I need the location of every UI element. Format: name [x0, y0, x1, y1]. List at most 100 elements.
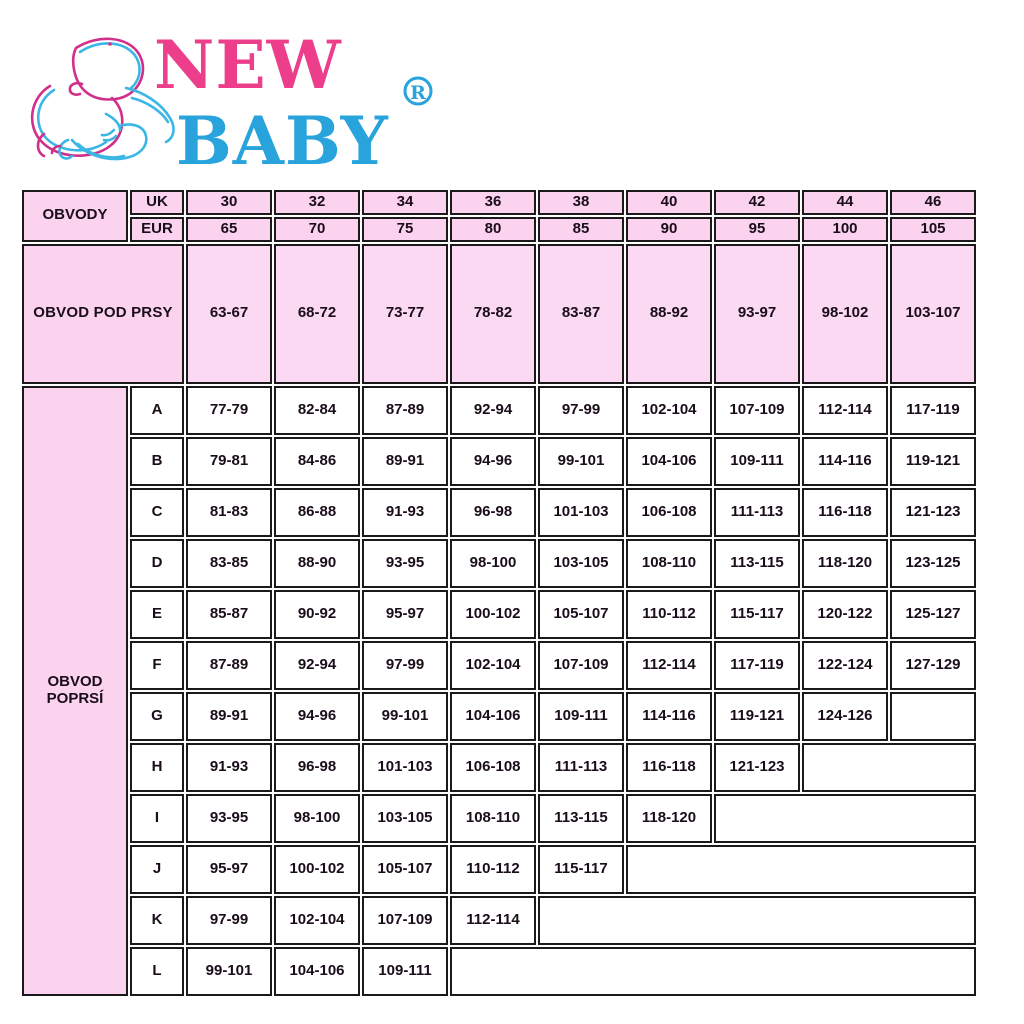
bust-value: 85-87 [186, 589, 272, 639]
bust-value: 96-98 [450, 487, 536, 537]
logo-word-new: NEW [154, 26, 342, 104]
eur-size-65: 65 [186, 216, 272, 242]
underbust-value: 73-77 [362, 243, 448, 384]
bust-value: 127-129 [890, 640, 976, 690]
cup-letter-J: J [130, 844, 184, 894]
bust-value: 113-115 [538, 793, 624, 843]
bust-value: 111-113 [714, 487, 800, 537]
bust-value: 121-123 [890, 487, 976, 537]
bust-value: 90-92 [274, 589, 360, 639]
cup-letter-H: H [130, 742, 184, 792]
cup-row-K: K 97-99 102-104 107-109 112-114 [22, 895, 976, 945]
underbust-value: 63-67 [186, 243, 272, 384]
cup-row-L: L 99-101 104-106 109-111 [22, 946, 976, 996]
label-obvody: OBVODY [22, 190, 128, 242]
cup-row-I: I 93-95 98-100 103-105 108-110 113-115 118-120 [22, 793, 976, 843]
bust-value: 120-122 [802, 589, 888, 639]
eur-size-100: 100 [802, 216, 888, 242]
bust-value: 104-106 [450, 691, 536, 741]
bust-value: 93-95 [362, 538, 448, 588]
underbust-value: 98-102 [802, 243, 888, 384]
bust-value: 112-114 [450, 895, 536, 945]
bust-value: 109-111 [714, 436, 800, 486]
bust-value: 112-114 [802, 385, 888, 435]
eur-size-105: 105 [890, 216, 976, 242]
cup-letter-E: E [130, 589, 184, 639]
bust-value: 106-108 [626, 487, 712, 537]
bust-value: 92-94 [450, 385, 536, 435]
bust-value: 110-112 [626, 589, 712, 639]
cup-letter-B: B [130, 436, 184, 486]
size-chart: OBVODY UK 30 32 34 36 38 40 42 44 46 EUR 65 70 75 80 85 9… [20, 188, 976, 998]
bust-value: 99-101 [186, 946, 272, 996]
eur-size-70: 70 [274, 216, 360, 242]
bust-value: 104-106 [626, 436, 712, 486]
bust-value: 101-103 [538, 487, 624, 537]
bust-value: 84-86 [274, 436, 360, 486]
label-eur: EUR [130, 216, 184, 242]
underbust-value: 93-97 [714, 243, 800, 384]
cup-row-D: D 83-85 88-90 93-95 98-100 103-105 108-110 113-… [22, 538, 976, 588]
bust-value: 121-123 [714, 742, 800, 792]
bust-value: 108-110 [626, 538, 712, 588]
cup-letter-I: I [130, 793, 184, 843]
bust-value: 97-99 [362, 640, 448, 690]
cup-letter-F: F [130, 640, 184, 690]
uk-size-36: 36 [450, 190, 536, 215]
cup-row-G: G 89-91 94-96 99-101 104-106 109-111 114-116 11… [22, 691, 976, 741]
empty-cell [626, 844, 976, 894]
uk-size-38: 38 [538, 190, 624, 215]
cup-row-E: E 85-87 90-92 95-97 100-102 105-107 110-112 115… [22, 589, 976, 639]
bust-value: 102-104 [450, 640, 536, 690]
bust-value: 113-115 [714, 538, 800, 588]
bust-value: 93-95 [186, 793, 272, 843]
bust-value: 122-124 [802, 640, 888, 690]
bust-value: 116-118 [802, 487, 888, 537]
uk-size-42: 42 [714, 190, 800, 215]
bust-value: 81-83 [186, 487, 272, 537]
bust-value: 79-81 [186, 436, 272, 486]
empty-cell [450, 946, 976, 996]
uk-size-34: 34 [362, 190, 448, 215]
bust-value: 108-110 [450, 793, 536, 843]
eur-size-90: 90 [626, 216, 712, 242]
bust-value: 98-100 [274, 793, 360, 843]
bust-value: 118-120 [802, 538, 888, 588]
uk-size-44: 44 [802, 190, 888, 215]
bust-value: 117-119 [890, 385, 976, 435]
bust-value: 86-88 [274, 487, 360, 537]
bust-value: 94-96 [274, 691, 360, 741]
bust-value: 102-104 [274, 895, 360, 945]
bust-value: 103-105 [362, 793, 448, 843]
underbust-value: 78-82 [450, 243, 536, 384]
bust-value: 77-79 [186, 385, 272, 435]
cup-row-F: F 87-89 92-94 97-99 102-104 107-109 112-114 117… [22, 640, 976, 690]
size-table: OBVODY UK 30 32 34 36 38 40 42 44 46 EUR 65 70 75 80 85 9… [20, 188, 978, 998]
bust-value: 97-99 [186, 895, 272, 945]
bust-value: 124-126 [802, 691, 888, 741]
bust-value: 109-111 [362, 946, 448, 996]
label-uk: UK [130, 190, 184, 215]
bust-value: 91-93 [186, 742, 272, 792]
registered-trademark-icon: R [403, 76, 433, 106]
bust-value: 92-94 [274, 640, 360, 690]
bust-value: 96-98 [274, 742, 360, 792]
cup-row-A: OBVOD POPRSÍ A 77-79 82-84 87-89 92-94 97-99 10… [22, 385, 976, 996]
bust-value: 98-100 [450, 538, 536, 588]
bust-value: 89-91 [186, 691, 272, 741]
cup-letter-A: A [130, 385, 184, 435]
bust-value: 112-114 [626, 640, 712, 690]
logo-svg: NEW R BABY [30, 26, 433, 174]
bust-value: 111-113 [538, 742, 624, 792]
bust-value: 94-96 [450, 436, 536, 486]
bust-value: 103-105 [538, 538, 624, 588]
bust-value: 117-119 [714, 640, 800, 690]
uk-size-40: 40 [626, 190, 712, 215]
bust-value: 87-89 [362, 385, 448, 435]
cup-letter-D: D [130, 538, 184, 588]
bust-value: 115-117 [538, 844, 624, 894]
uk-size-46: 46 [890, 190, 976, 215]
eur-size-75: 75 [362, 216, 448, 242]
bust-value: 99-101 [362, 691, 448, 741]
new-baby-logo: NEW R BABY [14, 22, 444, 174]
